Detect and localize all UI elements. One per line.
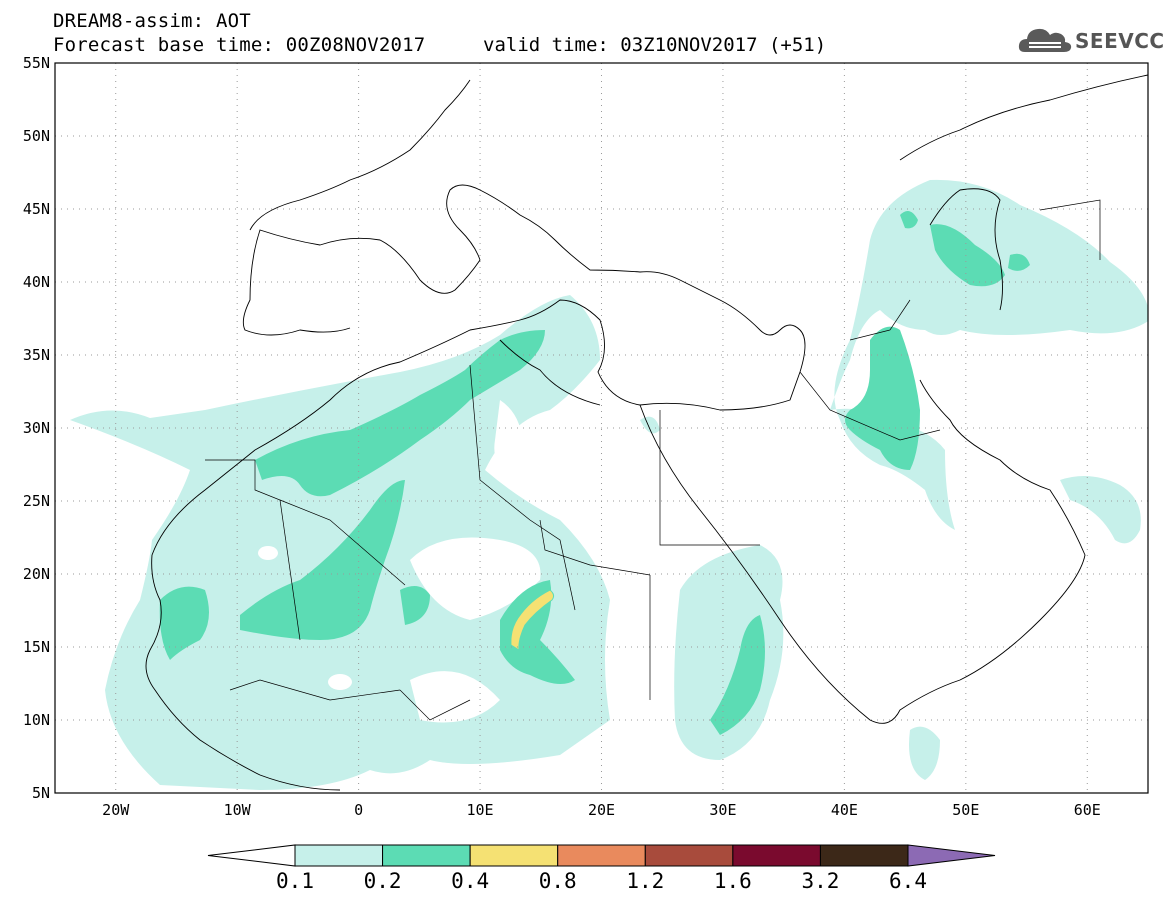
lon-tick-label: 50E: [952, 801, 979, 819]
lat-tick-label: 35N: [23, 346, 50, 364]
lon-tick-label: 10W: [224, 801, 252, 819]
lon-tick-label: 60E: [1074, 801, 1101, 819]
colorbar: [207, 844, 996, 867]
lat-tick-label: 25N: [23, 492, 50, 510]
colorbar-swatch: [644, 844, 734, 867]
colorbar-label: 6.4: [889, 869, 927, 893]
lat-tick-label: 40N: [23, 273, 50, 291]
colorbar-label: 0.1: [276, 869, 314, 893]
colorbar-under-arrow: [207, 844, 296, 867]
map-title: DREAM8-assim: AOT: [53, 10, 251, 32]
lon-tick-label: 0: [354, 801, 363, 819]
colorbar-swatch: [469, 844, 559, 867]
lat-tick-label: 45N: [23, 200, 50, 218]
lat-tick-label: 10N: [23, 711, 50, 729]
lon-tick-label: 30E: [709, 801, 736, 819]
lon-tick-label: 40E: [831, 801, 858, 819]
colorbar-label: 3.2: [801, 869, 840, 893]
colorbar-label: 1.6: [713, 869, 752, 893]
colorbar-swatch: [557, 844, 646, 867]
colorbar-over-arrow: [907, 844, 996, 867]
lat-tick-label: 15N: [23, 638, 50, 656]
lat-tick-label: 55N: [23, 54, 50, 72]
colorbar-swatch: [294, 844, 384, 867]
lat-tick-label: 50N: [23, 127, 50, 145]
colorbar-label: 1.2: [626, 869, 665, 893]
lon-tick-label: 10E: [467, 801, 494, 819]
lon-tick-label: 20W: [102, 801, 130, 819]
colorbar-label: 0.8: [538, 869, 577, 893]
aot-fields: [70, 179, 1148, 790]
colorbar-label: 0.4: [451, 869, 490, 893]
seevccc-logo: SEEVCCC: [1017, 24, 1165, 58]
cloud-icon: [1018, 28, 1072, 52]
lat-tick-label: 20N: [23, 565, 50, 583]
lat-tick-label: 5N: [32, 784, 50, 802]
valid-time: valid time: 03Z10NOV2017 (+51): [483, 34, 827, 56]
aot-gaps: [258, 400, 541, 723]
aot-level-0.2: [159, 211, 1030, 735]
political-borders: [205, 199, 1101, 721]
axis-labels: 55N 50N 45N 40N 35N 30N 25N 20N 15N 10N 5N 20W 10W 0 1…: [23, 54, 1101, 819]
colorbar-label: 0.2: [363, 869, 402, 893]
lon-tick-label: 20E: [588, 801, 615, 819]
logo-text: SEEVCCC: [1075, 29, 1165, 53]
aot-level-0.4: [510, 589, 555, 651]
colorbar-swatch: [819, 844, 909, 867]
colorbar-swatch: [732, 844, 821, 867]
coastlines: [145, 74, 1148, 791]
forecast-base-time: Forecast base time: 00Z08NOV2017: [53, 34, 426, 56]
colorbar-swatch: [382, 844, 471, 867]
lat-tick-label: 30N: [23, 419, 50, 437]
map-frame: [54, 62, 1149, 794]
